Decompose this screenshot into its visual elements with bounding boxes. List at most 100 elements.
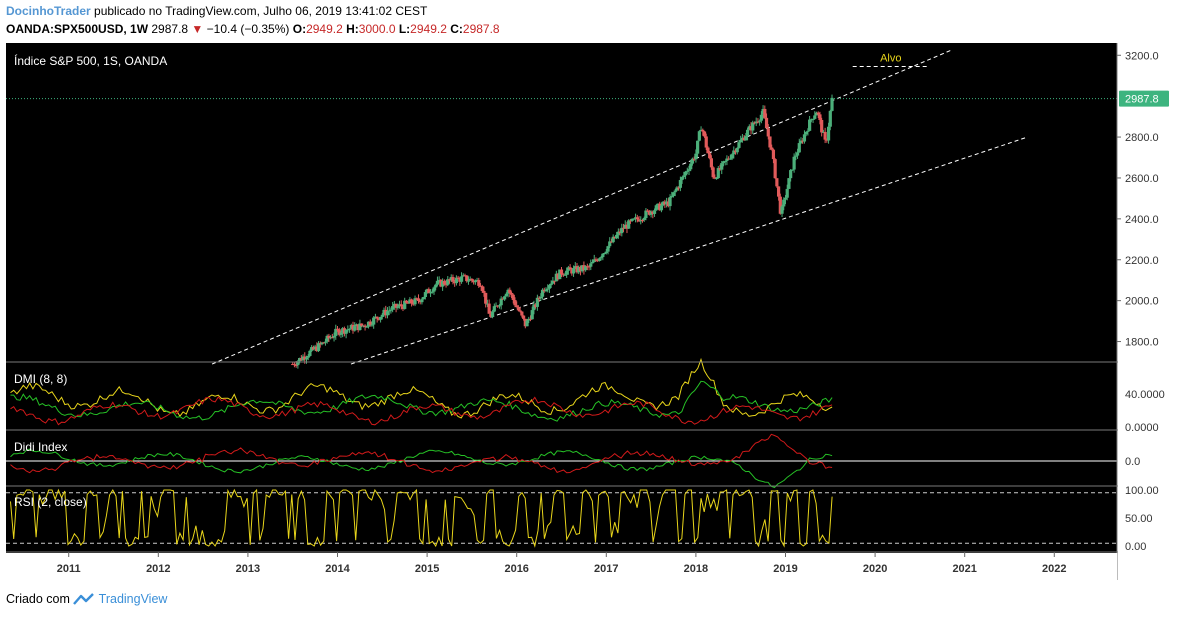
candle-body [709,158,714,168]
candle-body [697,131,701,141]
candle-body [351,324,355,331]
candle-body [735,147,739,153]
price-tick-label: 2000.0 [1125,296,1159,308]
candle-body [337,329,341,335]
candle-body [456,277,460,279]
didi-tick-label: 0.0 [1125,456,1140,468]
candle-body [363,325,367,327]
candle-body [590,262,595,264]
candle-body [680,177,684,181]
candle-body [466,280,471,282]
candle-body [725,158,729,161]
candle-body [616,231,620,235]
candle-body [737,142,741,148]
time-tick-label: 2022 [1042,563,1066,575]
candle-body [820,119,824,133]
rsi-tick-label: 0.00 [1125,541,1146,553]
candle-body [621,227,626,229]
candle-body [373,316,378,318]
candle-body [682,175,686,178]
candle-body [377,318,381,320]
candle-body [671,192,676,197]
published-text: publicado no TradingView.com, Julho 06, … [94,4,428,18]
candle-body [563,274,567,276]
rsi-pane-title: RSI (2, close) [14,495,87,509]
candle-body [596,260,600,262]
didi-pane[interactable] [6,433,1117,489]
candle-body [642,217,646,220]
candle-body [382,309,386,315]
candle-body [554,273,558,282]
candle-body [403,300,407,309]
time-tick-label: 2012 [146,563,170,575]
candle-body [468,278,472,281]
candle-body [706,147,710,154]
candle-body [678,180,682,188]
tradingview-link[interactable]: TradingView [98,592,168,606]
time-tick-label: 2016 [504,563,528,575]
candle-body [411,303,415,305]
candle-body [454,277,458,284]
didi-pane-title: Didi Index [14,440,67,454]
candle-body [482,290,486,293]
time-tick-label: 2014 [325,563,350,575]
candle-body [325,335,329,342]
candle-body [547,285,552,289]
candle-body [604,251,608,253]
candle-body [794,155,798,157]
candle-body [639,219,643,222]
price-pane[interactable]: Alvo [6,49,1117,369]
candle-body [821,131,825,133]
candle-body [387,310,391,312]
candle-body [420,299,424,303]
candle-body [823,131,827,140]
candle-body [494,305,498,307]
candle-body [372,317,376,325]
candle-body [727,158,731,160]
candle-body [582,265,586,271]
candle-body [609,241,614,243]
candle-body [354,324,359,327]
candle-body [442,280,446,285]
change-value: −10.4 (−0.35%) [206,22,290,36]
rsi-pane[interactable] [6,488,1117,548]
rsi-tick-label: 50.00 [1125,513,1153,525]
low-value: 2949.2 [410,22,447,36]
rsi-tick-label: 100.00 [1125,485,1159,497]
candle-body [397,304,402,307]
candle-body [802,134,807,142]
price-tick-label: 2400.0 [1125,214,1159,226]
candle-body [425,289,429,293]
candle-body [714,178,719,180]
candle-body [315,346,319,351]
candle-body [747,126,751,130]
dmi-pane[interactable] [10,357,833,426]
candle-body [335,328,340,330]
chart-canvas[interactable]: Alvo 3200.0 2800.0 2600.0 2400.0 2200.0 2000.… [0,0,1180,585]
didi-red-line [10,433,833,474]
candle-body [501,298,505,300]
candle-body [752,122,757,124]
candle-body [404,300,409,303]
candle-body [503,296,507,300]
author-link[interactable]: DocinhoTrader [6,4,91,18]
candle-body [740,137,745,140]
candle-body [632,218,636,220]
time-tick-label: 2015 [415,563,439,575]
candle-body [292,364,297,366]
candle-body [592,259,596,263]
candle-body [544,289,548,292]
candle-body [537,297,541,299]
candle-body [568,267,572,270]
candle-body [511,294,515,300]
candle-body [652,210,657,214]
candle-body [489,313,493,317]
candle-body [496,305,500,307]
candle-body [613,236,617,239]
candle-body [540,289,545,297]
candle-body [756,121,760,123]
candle-body [661,201,665,206]
candle-body [694,153,698,160]
chart-header-published: DocinhoTrader publicado no TradingView.c… [6,4,427,18]
candle-body [663,201,667,205]
